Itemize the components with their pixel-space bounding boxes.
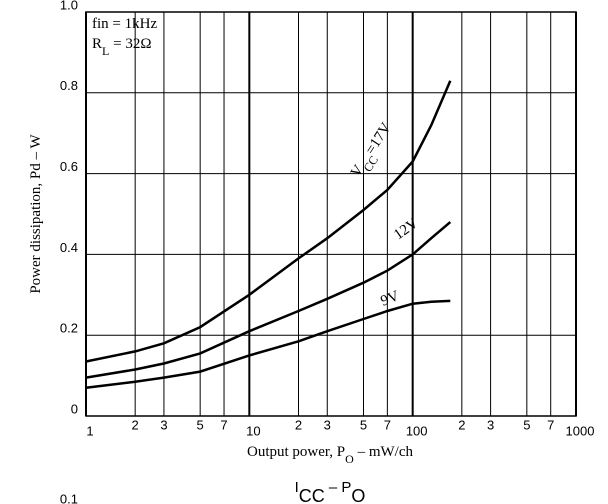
annotation: RL = 32Ω: [92, 36, 151, 58]
x-tick-label: 5: [360, 417, 367, 432]
x-tick-label: 5: [197, 417, 204, 432]
x-tick-label: 7: [547, 417, 554, 432]
annotation-part: = 32Ω: [109, 36, 151, 52]
annotation-part: L: [102, 44, 109, 58]
series-label-part: 12V: [391, 215, 421, 243]
x-tick-label: 3: [324, 417, 331, 432]
x-tick-label: 7: [384, 417, 391, 432]
x-axis-label-part: O: [345, 452, 354, 466]
series-label: 9V: [379, 288, 402, 310]
x-axis-label-part: – mW/ch: [354, 444, 414, 460]
series-line: [85, 299, 451, 389]
x-tick-label: 3: [487, 417, 494, 432]
y-tick-label: 0.6: [60, 159, 78, 174]
annotation: fin = 1kHz: [92, 16, 157, 32]
y-axis-label: Power dissipation, Pd – W: [28, 134, 44, 294]
next-chart-title: ICC – PO: [295, 479, 366, 504]
next-chart-title-part: CC: [299, 486, 325, 504]
series-label-part: =17V: [363, 120, 395, 158]
x-axis-label-part: Output power, P: [247, 444, 345, 460]
x-tick-label: 7: [220, 417, 227, 432]
x-tick-label: 2: [132, 417, 139, 432]
series-line: [85, 80, 452, 363]
annotation-part: R: [92, 36, 102, 52]
annotation-part: fin = 1kHz: [92, 16, 157, 32]
next-chart-tick: 0.1: [60, 491, 78, 504]
series-label-part: 9V: [379, 288, 402, 310]
y-tick-label: 0: [71, 401, 78, 416]
x-tick-label: 2: [295, 417, 302, 432]
y-tick-label: 0.2: [60, 321, 78, 336]
y-tick-label: 0.4: [60, 240, 78, 255]
y-tick-label: 1.0: [60, 0, 78, 12]
x-tick-label: 1: [86, 423, 93, 438]
next-chart-title-part: O: [351, 486, 365, 504]
next-chart-title-part: – P: [325, 479, 352, 496]
next-chart-title-part: I: [295, 479, 299, 496]
x-tick-label: 2: [458, 417, 465, 432]
series-label: 12V: [391, 215, 421, 243]
y-tick-label: 0.8: [60, 78, 78, 93]
x-tick-label: 5: [523, 417, 530, 432]
x-tick-label: 3: [160, 417, 167, 432]
series-line: [85, 221, 452, 379]
x-tick-label: 100: [406, 423, 428, 438]
x-tick-label: 1000: [566, 423, 595, 438]
x-tick-label: 10: [246, 423, 260, 438]
x-axis-label: Output power, PO – mW/ch: [247, 444, 413, 466]
plot-frame: [85, 11, 577, 417]
